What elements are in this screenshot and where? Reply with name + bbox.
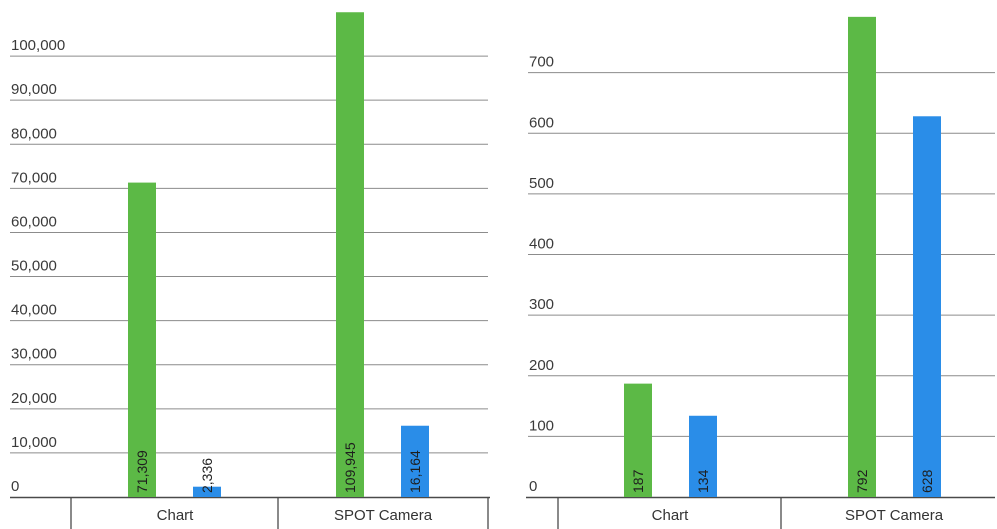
bar-value-label: 109,945 [342,442,358,493]
y-tick-label: 700 [529,54,554,71]
bar-value-label: 792 [854,469,870,493]
y-tick-label: 20,000 [11,390,57,407]
y-tick-label: 80,000 [11,125,57,142]
bar [689,415,717,497]
bar-value-label: 134 [695,469,711,493]
bar [193,486,221,497]
x-category-label: SPOT Camera [334,507,433,524]
y-tick-label: 30,000 [11,346,57,363]
bar [336,12,364,498]
chart-panel-1: 0 10,000 20,000 30,000 40,000 50,000 60,000 70,… [10,12,490,529]
y-tick-label: 60,000 [11,213,57,230]
chart-panel-2: 0 100 200 300 400 500 600 700 187 792 134 628 Chart S… [526,16,995,529]
y-tick-label: 0 [11,478,19,495]
bar-value-label: 628 [919,469,935,493]
y-tick-label: 500 [529,175,554,192]
bar-value-label: 16,164 [407,450,423,493]
y-tick-label: 600 [529,114,554,131]
x-category-label: Chart [652,507,690,524]
y-tick-label: 200 [529,357,554,374]
x-category-label: Chart [157,507,195,524]
y-tick-label: 40,000 [11,302,57,319]
bar-value-label: 2,336 [199,458,215,493]
bar-value-label: 187 [630,469,646,493]
y-tick-label: 100,000 [11,37,65,54]
y-tick-label: 300 [529,296,554,313]
x-category-label: SPOT Camera [845,507,944,524]
y-tick-label: 90,000 [11,81,57,98]
bar [624,383,652,497]
bar [401,425,429,497]
y-tick-label: 400 [529,236,554,253]
bar [848,16,876,497]
y-tick-label: 10,000 [11,434,57,451]
y-tick-label: 100 [529,417,554,434]
bar [128,182,156,497]
y-tick-label: 0 [529,478,537,495]
bar [913,116,941,498]
y-tick-label: 50,000 [11,258,57,275]
bar-value-label: 71,309 [134,450,150,493]
y-tick-label: 70,000 [11,169,57,186]
